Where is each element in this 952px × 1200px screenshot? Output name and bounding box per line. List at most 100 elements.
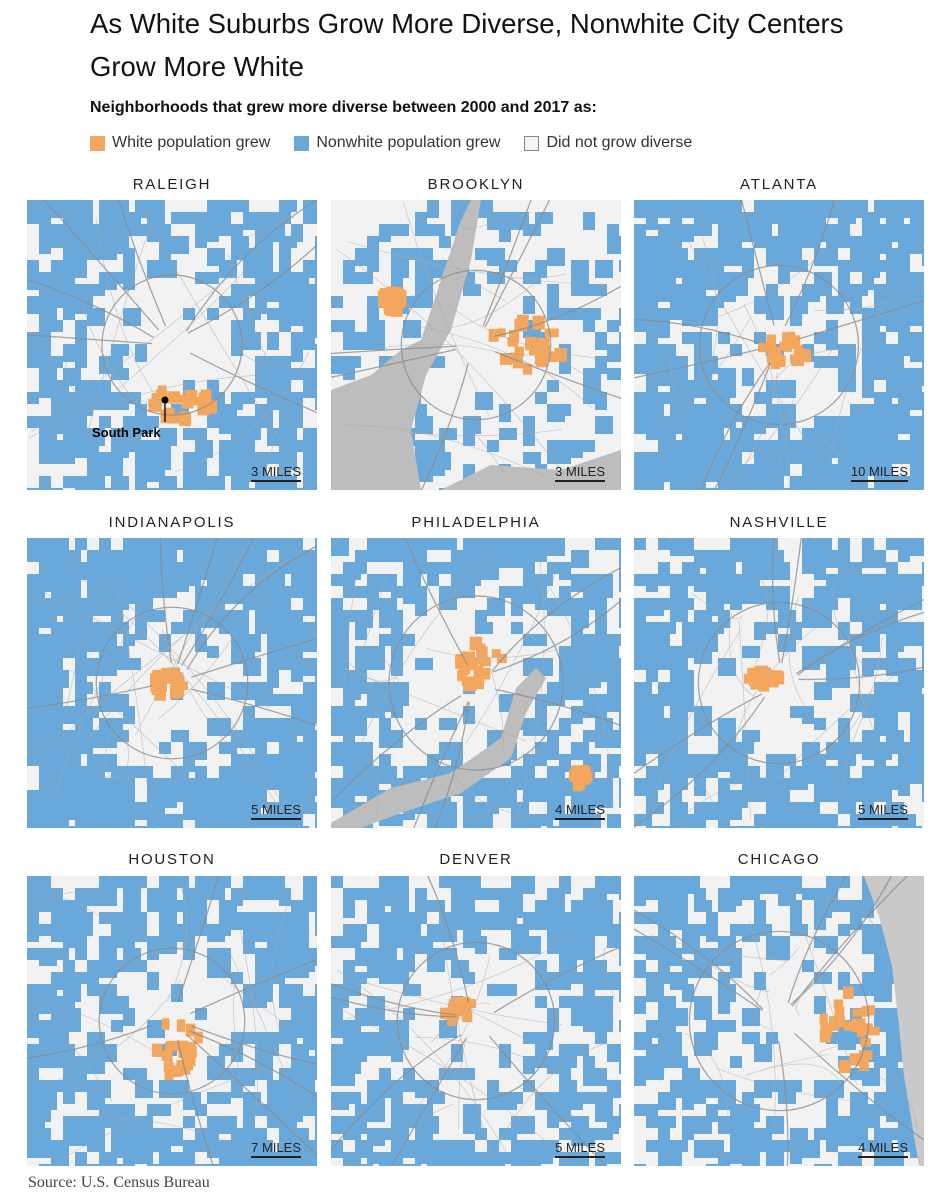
tract-nonwhite-grew (303, 550, 315, 562)
tract-nonwhite-grew (291, 308, 303, 326)
tract-nonwhite-grew (343, 1164, 361, 1166)
tract-nonwhite-grew (670, 248, 688, 260)
tract-nonwhite-grew (87, 284, 105, 296)
tract-nonwhite-grew (379, 1152, 391, 1164)
tract-nonwhite-grew (123, 826, 141, 828)
tract-nonwhite-grew (922, 236, 924, 254)
tract-nonwhite-grew (391, 1020, 409, 1032)
tract-nonwhite-grew (742, 476, 754, 490)
highway (177, 538, 218, 665)
minor-road (759, 1053, 829, 1072)
tract-nonwhite-grew (343, 272, 355, 284)
tract-nonwhite-grew (694, 1116, 712, 1134)
highway (634, 318, 760, 344)
tract-white-grew (572, 769, 585, 781)
tract-nonwhite-grew (898, 778, 910, 796)
tract-white-grew (462, 1006, 471, 1015)
tract-nonwhite-grew (535, 598, 547, 610)
tract-nonwhite-grew (475, 610, 487, 622)
tract-nonwhite-grew (135, 224, 147, 236)
highway (185, 200, 317, 332)
tract-nonwhite-grew (742, 440, 754, 452)
tract-nonwhite-grew (742, 488, 760, 490)
tract-nonwhite-grew (646, 670, 658, 682)
tract-nonwhite-grew (535, 1152, 553, 1164)
tract-nonwhite-grew (838, 476, 850, 488)
tract-nonwhite-grew (814, 586, 826, 598)
highway (634, 909, 764, 1010)
highway (634, 928, 763, 1011)
tract-nonwhite-grew (790, 1128, 808, 1140)
tract-nonwhite-grew (850, 694, 862, 712)
tract-nonwhite-grew (355, 682, 367, 694)
tract-white-grew (151, 393, 160, 404)
tract-nonwhite-grew (315, 876, 317, 888)
tract-nonwhite-grew (303, 380, 317, 398)
tract-nonwhite-grew (754, 464, 766, 476)
tract-white-grew (852, 1008, 866, 1017)
tract-nonwhite-grew (279, 212, 291, 224)
tract-nonwhite-grew (670, 1056, 688, 1068)
tract-nonwhite-grew (183, 802, 195, 820)
tract-nonwhite-grew (814, 814, 826, 826)
tract-nonwhite-grew (439, 428, 457, 440)
legend-item-nonwhite-grew: Nonwhite population grew (294, 134, 500, 152)
tract-nonwhite-grew (898, 826, 910, 828)
tract-nonwhite-grew (523, 428, 535, 446)
tract-nonwhite-grew (231, 912, 243, 930)
tract-nonwhite-grew (754, 814, 766, 828)
tract-nonwhite-grew (646, 888, 658, 900)
tract-nonwhite-grew (303, 960, 315, 972)
tract-white-grew (834, 1016, 845, 1028)
tract-nonwhite-grew (571, 814, 583, 826)
tract-nonwhite-grew (487, 1092, 499, 1110)
highway (177, 1040, 215, 1166)
tract-nonwhite-grew (243, 212, 255, 230)
minor-road (102, 737, 129, 778)
tract-nonwhite-grew (922, 392, 924, 410)
tract-nonwhite-grew (135, 1152, 153, 1164)
tract-nonwhite-grew (63, 452, 75, 464)
tract-nonwhite-grew (27, 1056, 39, 1068)
tract-nonwhite-grew (315, 380, 317, 392)
tract-nonwhite-grew (87, 754, 99, 766)
map-brooklyn: 3 MILES (331, 200, 621, 490)
tract-nonwhite-grew (511, 1092, 523, 1104)
tract-nonwhite-grew (619, 826, 621, 828)
tract-nonwhite-grew (607, 766, 619, 778)
tract-nonwhite-grew (922, 272, 924, 290)
tract-nonwhite-grew (646, 392, 658, 404)
tract-nonwhite-grew (123, 658, 141, 670)
tract-nonwhite-grew (391, 936, 403, 948)
tract-nonwhite-grew (427, 464, 445, 476)
tract-nonwhite-grew (279, 476, 297, 488)
tract-white-grew (176, 1019, 186, 1032)
scale-bar: 7 MILES (251, 1141, 301, 1158)
tract-nonwhite-grew (523, 574, 535, 586)
tract-nonwhite-grew (583, 284, 595, 296)
tract-nonwhite-grew (315, 574, 317, 592)
tract-nonwhite-grew (379, 912, 391, 924)
tract-nonwhite-grew (331, 1008, 343, 1020)
tract-nonwhite-grew (315, 550, 317, 562)
highway (420, 363, 469, 490)
tract-nonwhite-grew (658, 876, 670, 888)
scale-bar: 5 MILES (555, 1141, 605, 1158)
minor-road (161, 630, 239, 754)
tract-white-grew (750, 677, 760, 690)
minor-road (814, 287, 918, 311)
tract-nonwhite-grew (475, 814, 493, 828)
tract-nonwhite-grew (838, 826, 856, 828)
minor-road (116, 582, 149, 794)
tract-nonwhite-grew (754, 972, 766, 990)
tract-nonwhite-grew (571, 972, 583, 984)
tract-nonwhite-grew (123, 260, 135, 272)
tract-nonwhite-grew (910, 284, 922, 296)
tract-white-grew (186, 1041, 196, 1053)
scale-bar: 5 MILES (251, 803, 301, 820)
tract-nonwhite-grew (583, 1020, 595, 1032)
tract-nonwhite-grew (838, 742, 850, 754)
tract-nonwhite-grew (499, 900, 511, 912)
tract-nonwhite-grew (646, 1140, 658, 1152)
tract-nonwhite-grew (898, 260, 910, 272)
